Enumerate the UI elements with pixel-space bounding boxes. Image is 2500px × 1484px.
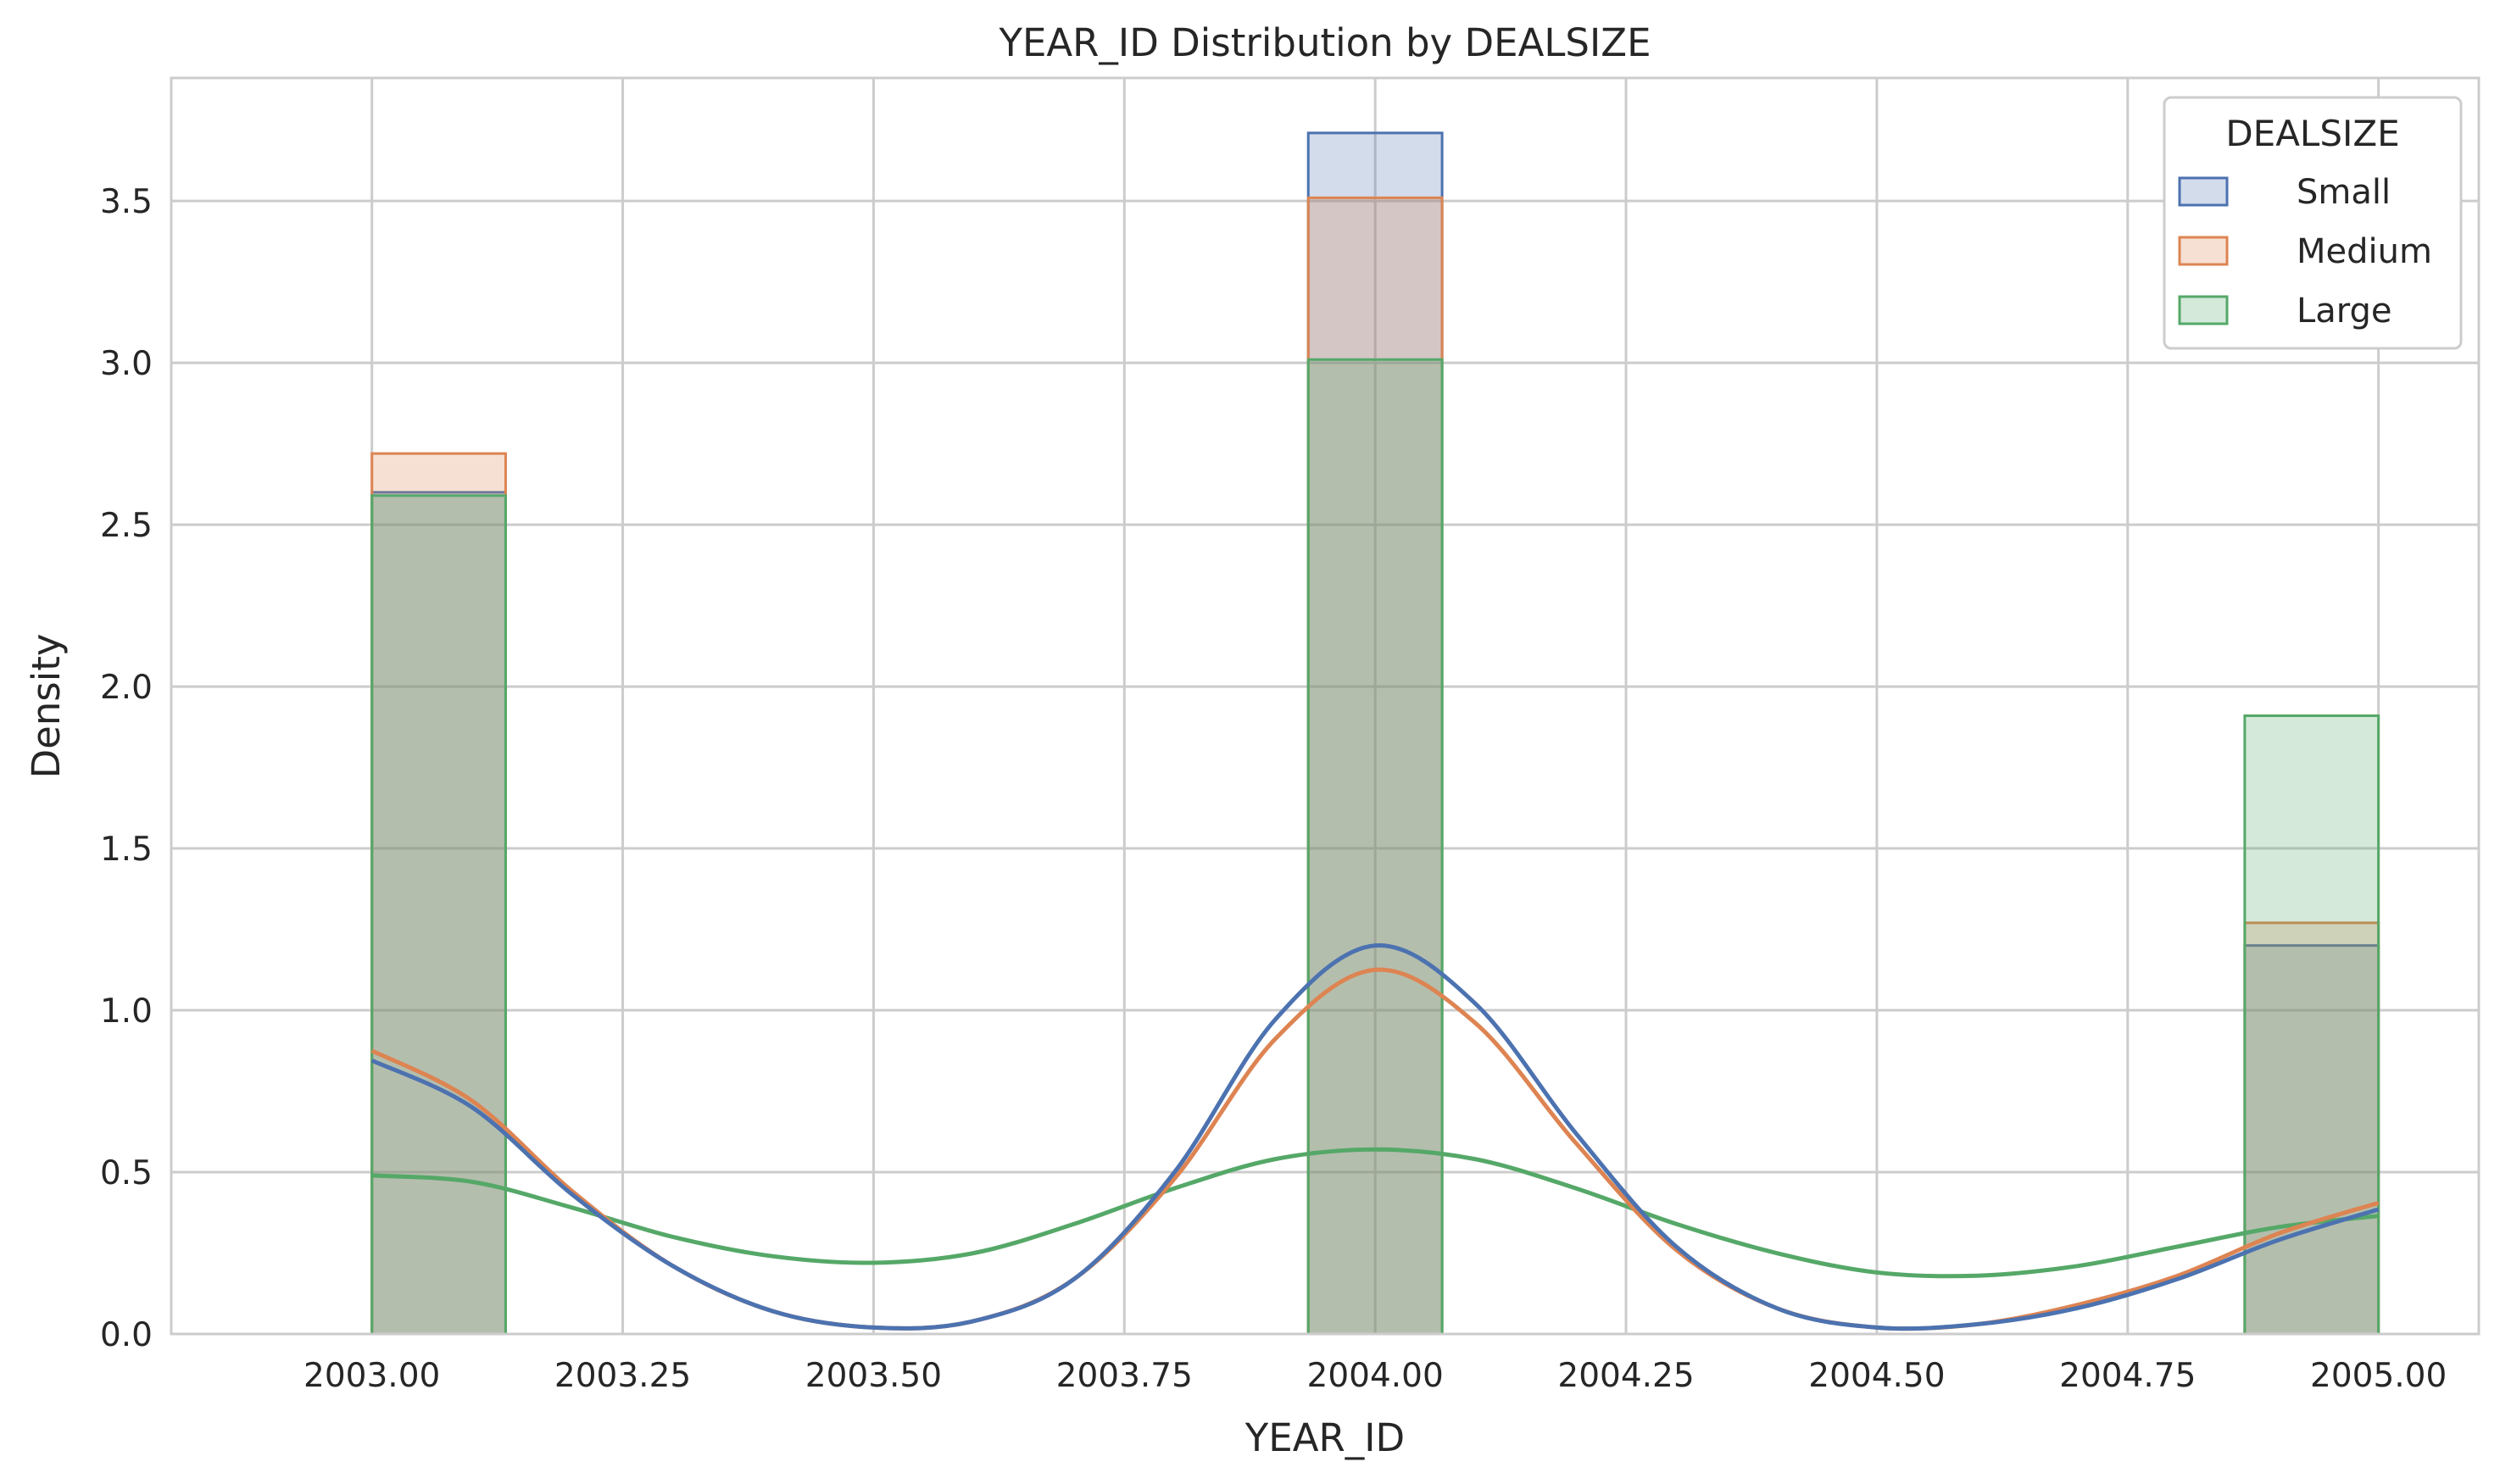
- x-tick-label: 2004.25: [1557, 1357, 1694, 1395]
- x-tick-label: 2005.00: [2310, 1357, 2447, 1395]
- legend: DEALSIZE Small Medium Large: [2163, 96, 2463, 350]
- y-tick-label: 2.0: [100, 669, 153, 707]
- histogram-bar-fill: [1308, 197, 1443, 1335]
- x-tick-label: 2004.75: [2059, 1357, 2196, 1395]
- histogram-bar-fill: [2244, 922, 2379, 1334]
- kde-curve-large: [371, 1147, 2379, 1279]
- histogram-bar-fill: [2244, 945, 2379, 1334]
- histogram-bar-fill: [1308, 132, 1443, 1334]
- histogram-bar-outline: [370, 494, 507, 1334]
- legend-swatch: [2178, 295, 2229, 325]
- legend-item-small: Small: [2178, 173, 2391, 212]
- legend-item-large: Large: [2178, 292, 2392, 331]
- x-tick-label: 2003.00: [303, 1357, 440, 1395]
- legend-title: DEALSIZE: [2225, 113, 2399, 154]
- series-bars-large: [370, 358, 2380, 1334]
- y-tick-label: 0.0: [100, 1316, 153, 1354]
- legend-label: Medium: [2297, 232, 2432, 271]
- x-tick-label: 2004.00: [1307, 1357, 1444, 1395]
- legend-label: Small: [2297, 173, 2391, 212]
- y-tick-label: 0.5: [100, 1154, 153, 1192]
- histogram-bar-fill: [1308, 359, 1443, 1334]
- x-tick-label: 2003.50: [805, 1357, 942, 1395]
- kde-curves: [370, 943, 2380, 1331]
- histogram-bar-fill: [371, 453, 506, 1334]
- histogram-bar-fill: [2244, 715, 2379, 1334]
- y-axis-label: Density: [24, 633, 69, 778]
- histogram-bars: [370, 131, 2380, 1335]
- x-axis-label: YEAR_ID: [1244, 1415, 1405, 1460]
- x-tick-label: 2004.50: [1808, 1357, 1945, 1395]
- chart-title: YEAR_ID Distribution by DEALSIZE: [998, 20, 1651, 65]
- legend-item-medium: Medium: [2178, 232, 2432, 271]
- legend-swatch: [2178, 236, 2229, 266]
- legend-items: Small Medium Large: [2178, 173, 2432, 331]
- y-tick-label: 1.5: [100, 831, 153, 869]
- series-bars-small: [370, 131, 2380, 1334]
- legend-swatch: [2178, 176, 2229, 207]
- series-bars-medium: [370, 196, 2380, 1335]
- y-tick-label: 3.0: [100, 345, 153, 383]
- histogram-bar-outline: [2243, 714, 2380, 1334]
- kde-curve-small: [370, 943, 2380, 1331]
- plot-frame: [170, 76, 2481, 1336]
- histogram-bar-fill: [371, 495, 506, 1334]
- y-tick-label: 3.5: [100, 183, 153, 221]
- tick-labels: 2003.00 2003.25 2003.50 2003.75 2004.00 2004.…: [100, 183, 2447, 1395]
- y-tick-label: 2.5: [100, 507, 153, 545]
- y-tick-label: 1.0: [100, 992, 153, 1031]
- legend-box: [2163, 96, 2463, 350]
- x-tick-label: 2003.25: [554, 1357, 691, 1395]
- histogram-bar-outline: [1306, 358, 1444, 1334]
- legend-label: Large: [2297, 292, 2392, 331]
- x-tick-label: 2003.75: [1056, 1357, 1193, 1395]
- histogram-bar-fill: [371, 492, 506, 1334]
